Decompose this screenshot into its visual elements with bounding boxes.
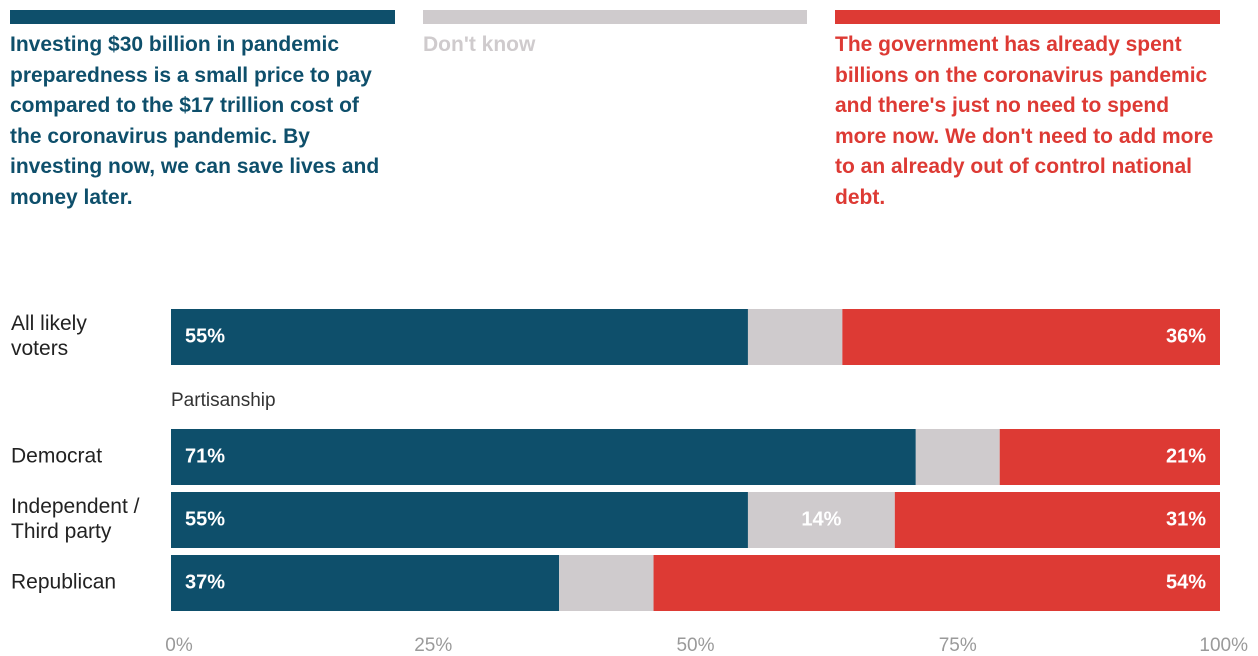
x-tick-label: 75%: [939, 635, 977, 656]
bar-segment: [171, 429, 916, 485]
bar-value-label: 36%: [1166, 325, 1206, 347]
bar-value-label: 37%: [185, 571, 225, 593]
bar-value-label: 55%: [185, 325, 225, 347]
legend-text-oppose: The government has already spent billion…: [835, 33, 1214, 209]
bar-segment: [559, 555, 654, 611]
bar-segment: [653, 555, 1220, 611]
row-label: Third party: [11, 520, 112, 543]
legend-item-support: Investing $30 billion in pandemic prepar…: [10, 10, 395, 213]
bar-value-label: 14%: [801, 508, 841, 530]
legend-swatch-support: [10, 10, 395, 24]
bar-value-label: 55%: [185, 508, 225, 530]
x-tick-label: 25%: [414, 635, 452, 656]
bar-value-label: 21%: [1166, 445, 1206, 467]
legend-swatch-oppose: [835, 10, 1220, 24]
x-tick-label: 50%: [676, 635, 714, 656]
row-label: Independent /: [11, 495, 140, 518]
bar-segment: [915, 429, 1000, 485]
row-label: All likely: [11, 312, 87, 335]
legend-swatch-dont-know: [423, 10, 807, 24]
bar-segment: [842, 309, 1220, 365]
x-tick-label: 100%: [1199, 635, 1248, 656]
row-label: voters: [11, 337, 68, 360]
legend-item-dont-know: Don't know: [423, 10, 807, 61]
bar-segment: [747, 492, 895, 548]
bar-value-label: 71%: [185, 445, 225, 467]
bar-segment: [171, 309, 748, 365]
bar-segment: [171, 492, 748, 548]
legend-text-support: Investing $30 billion in pandemic prepar…: [10, 33, 380, 209]
bar-value-label: 31%: [1166, 508, 1206, 530]
row-label: Republican: [11, 571, 116, 594]
bar-segment: [171, 555, 560, 611]
bar-segment: [747, 309, 843, 365]
x-tick-label: 0%: [165, 635, 193, 656]
bar-value-label: 54%: [1166, 571, 1206, 593]
group-label: Partisanship: [171, 390, 276, 411]
legend-item-oppose: The government has already spent billion…: [835, 10, 1220, 213]
bar-segment: [999, 429, 1220, 485]
row-label: Democrat: [11, 445, 102, 468]
legend-text-dont-know: Don't know: [423, 33, 536, 56]
bar-segment: [894, 492, 1220, 548]
